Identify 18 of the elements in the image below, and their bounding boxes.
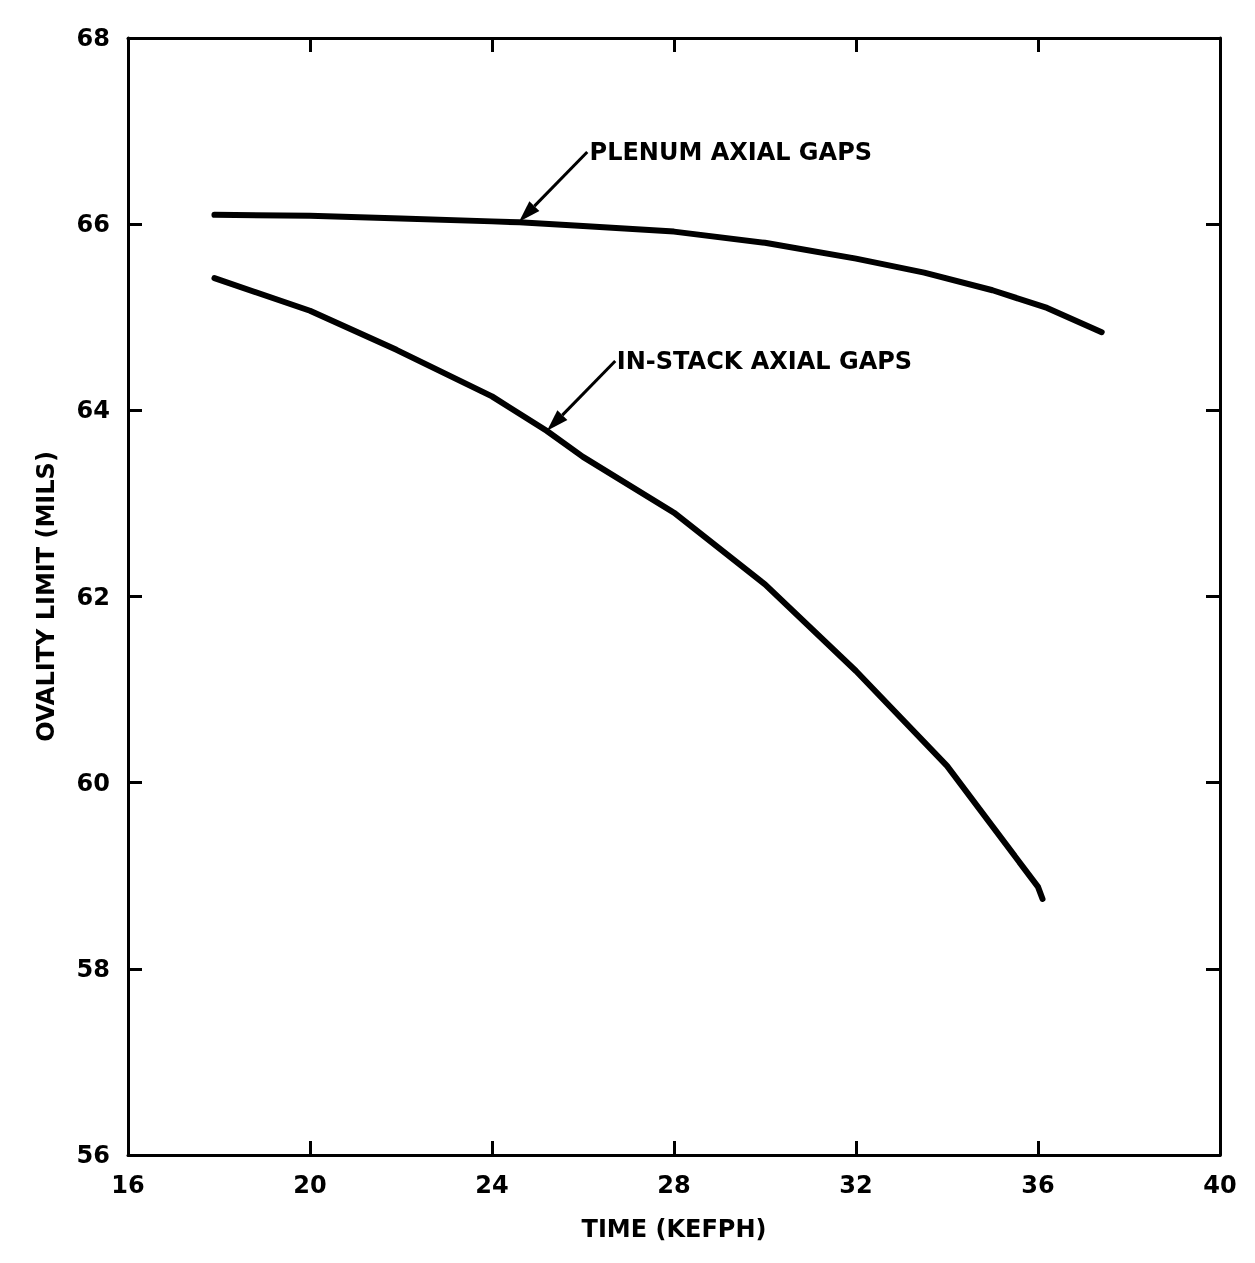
y-axis-title: OVALITY LIMIT (MILS) xyxy=(32,451,60,742)
y-tick-label: 60 xyxy=(76,768,110,797)
x-tick-label: 40 xyxy=(1203,1171,1237,1199)
y-tick-label: 56 xyxy=(76,1141,110,1169)
x-tick-label: 24 xyxy=(475,1171,509,1199)
y-tick-label: 58 xyxy=(76,954,110,983)
y-tick-label: 66 xyxy=(76,210,110,239)
x-tick-label: 28 xyxy=(657,1171,691,1199)
x-axis-title: TIME (KEFPH) xyxy=(581,1215,767,1243)
y-tick-label: 64 xyxy=(76,396,110,425)
x-tick-label: 36 xyxy=(1021,1171,1055,1199)
y-tick-label: 62 xyxy=(76,582,110,611)
annotation: PLENUM AXIAL GAPS xyxy=(589,138,873,167)
annotation: IN-STACK AXIAL GAPS xyxy=(616,347,913,375)
x-tick-label: 20 xyxy=(293,1171,327,1199)
x-tick-label: 32 xyxy=(839,1171,873,1199)
x-tick-label: 16 xyxy=(111,1171,145,1199)
y-tick-label: 68 xyxy=(76,24,110,52)
